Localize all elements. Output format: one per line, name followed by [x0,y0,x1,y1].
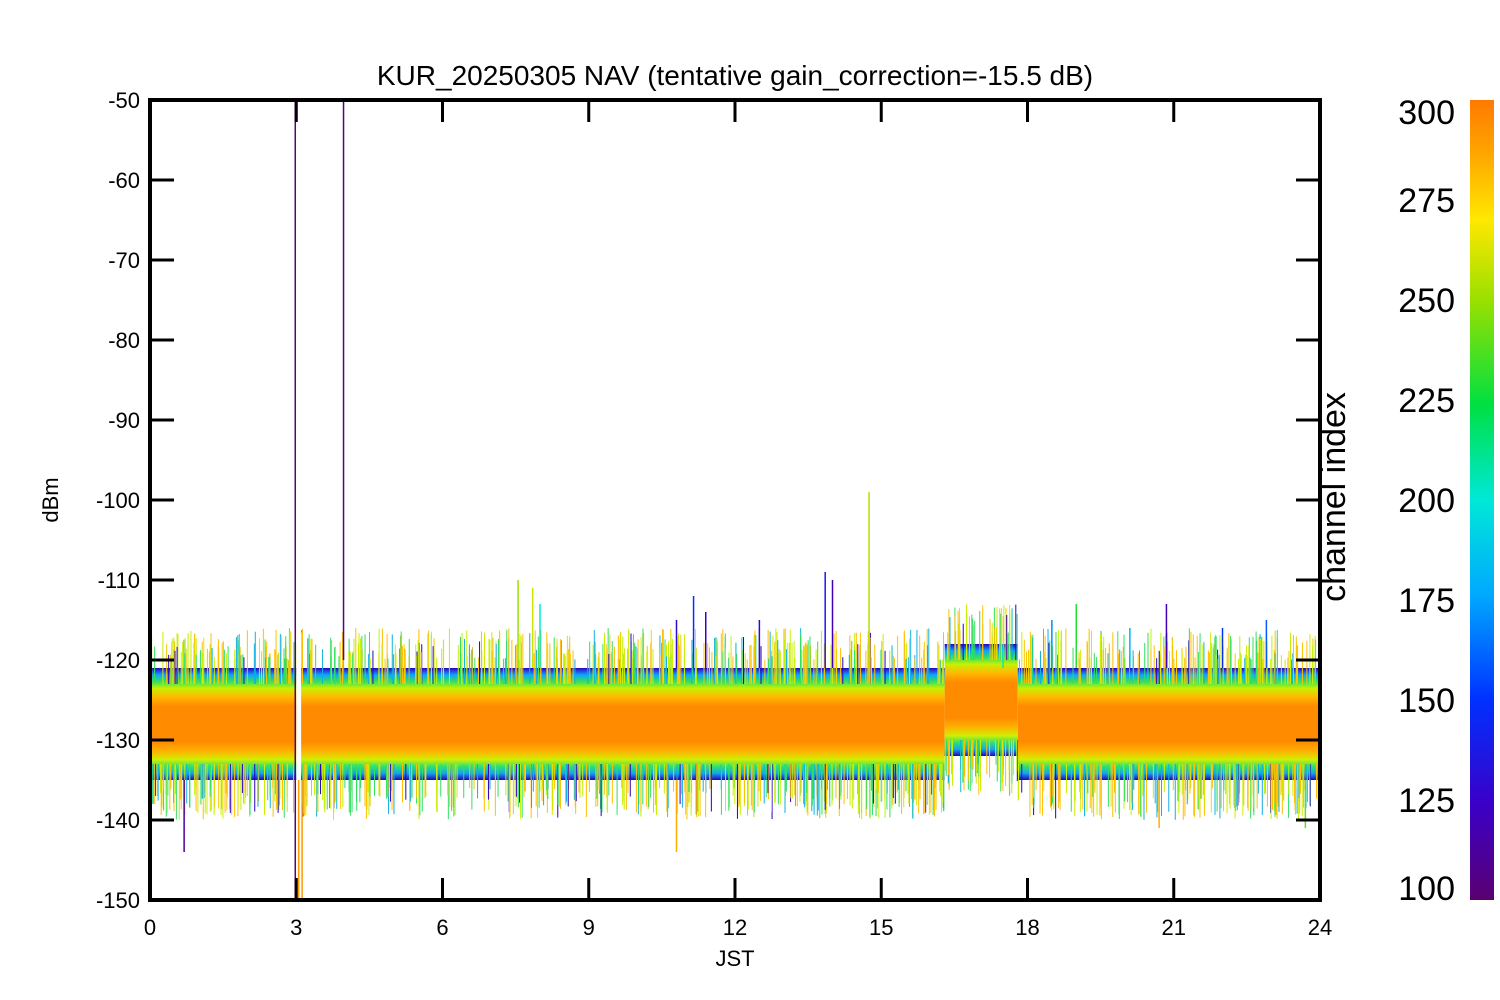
colorbar-tick-label: 100 [1398,870,1455,908]
x-tick-label: 6 [436,915,448,940]
axis-ticks: 0 3 6 9 12 15 18 21 24 -50 -60 -70 -80 -90 -100 -110 -12… [96,88,1332,940]
colorbar-tick-label: 200 [1398,482,1455,520]
colorbar-tick-label: 250 [1398,282,1455,320]
chart-title: KUR_20250305 NAV (tentative gain_correct… [377,60,1093,91]
data-band-late [1017,668,1320,780]
y-tick-label: -70 [108,248,140,273]
y-tick-label: -80 [108,328,140,353]
x-tick-label: 21 [1162,915,1186,940]
colorbar-gradient [1470,100,1494,900]
plot-data-layer [149,604,1320,820]
colorbar-label: channel index [1315,392,1353,602]
x-tick-label: 24 [1308,915,1332,940]
data-band-early [150,668,297,780]
x-tick-label: 0 [144,915,156,940]
colorbar-tick-label: 150 [1398,682,1455,720]
x-tick-label: 18 [1015,915,1039,940]
x-tick-label: 12 [723,915,747,940]
x-tick-label: 9 [583,915,595,940]
x-tick-label: 15 [869,915,893,940]
y-tick-label: -60 [108,168,140,193]
y-tick-label: -150 [96,888,140,913]
x-tick-label: 3 [290,915,302,940]
y-tick-label: -120 [96,648,140,673]
data-band-main [301,668,945,780]
y-tick-label: -50 [108,88,140,113]
colorbar-ticks: 300 275 250 225 200 175 150 125 100 [1398,94,1455,908]
colorbar-tick-label: 300 [1398,94,1455,132]
colorbar-tick-label: 275 [1398,182,1455,220]
spike-layer [183,100,1307,900]
y-tick-label: -130 [96,728,140,753]
data-band-elevated [944,644,1018,756]
y-tick-label: -140 [96,808,140,833]
y-tick-label: -100 [96,488,140,513]
colorbar-tick-label: 175 [1398,582,1455,620]
x-axis-label: JST [715,946,754,971]
y-axis-label: dBm [38,477,63,522]
y-tick-label: -110 [98,568,140,593]
colorbar-tick-label: 225 [1398,382,1455,420]
y-tick-label: -90 [108,408,140,433]
colorbar-tick-label: 125 [1398,782,1455,820]
colorbar: channel index 300 275 250 225 200 175 150 125 10… [1315,94,1494,908]
